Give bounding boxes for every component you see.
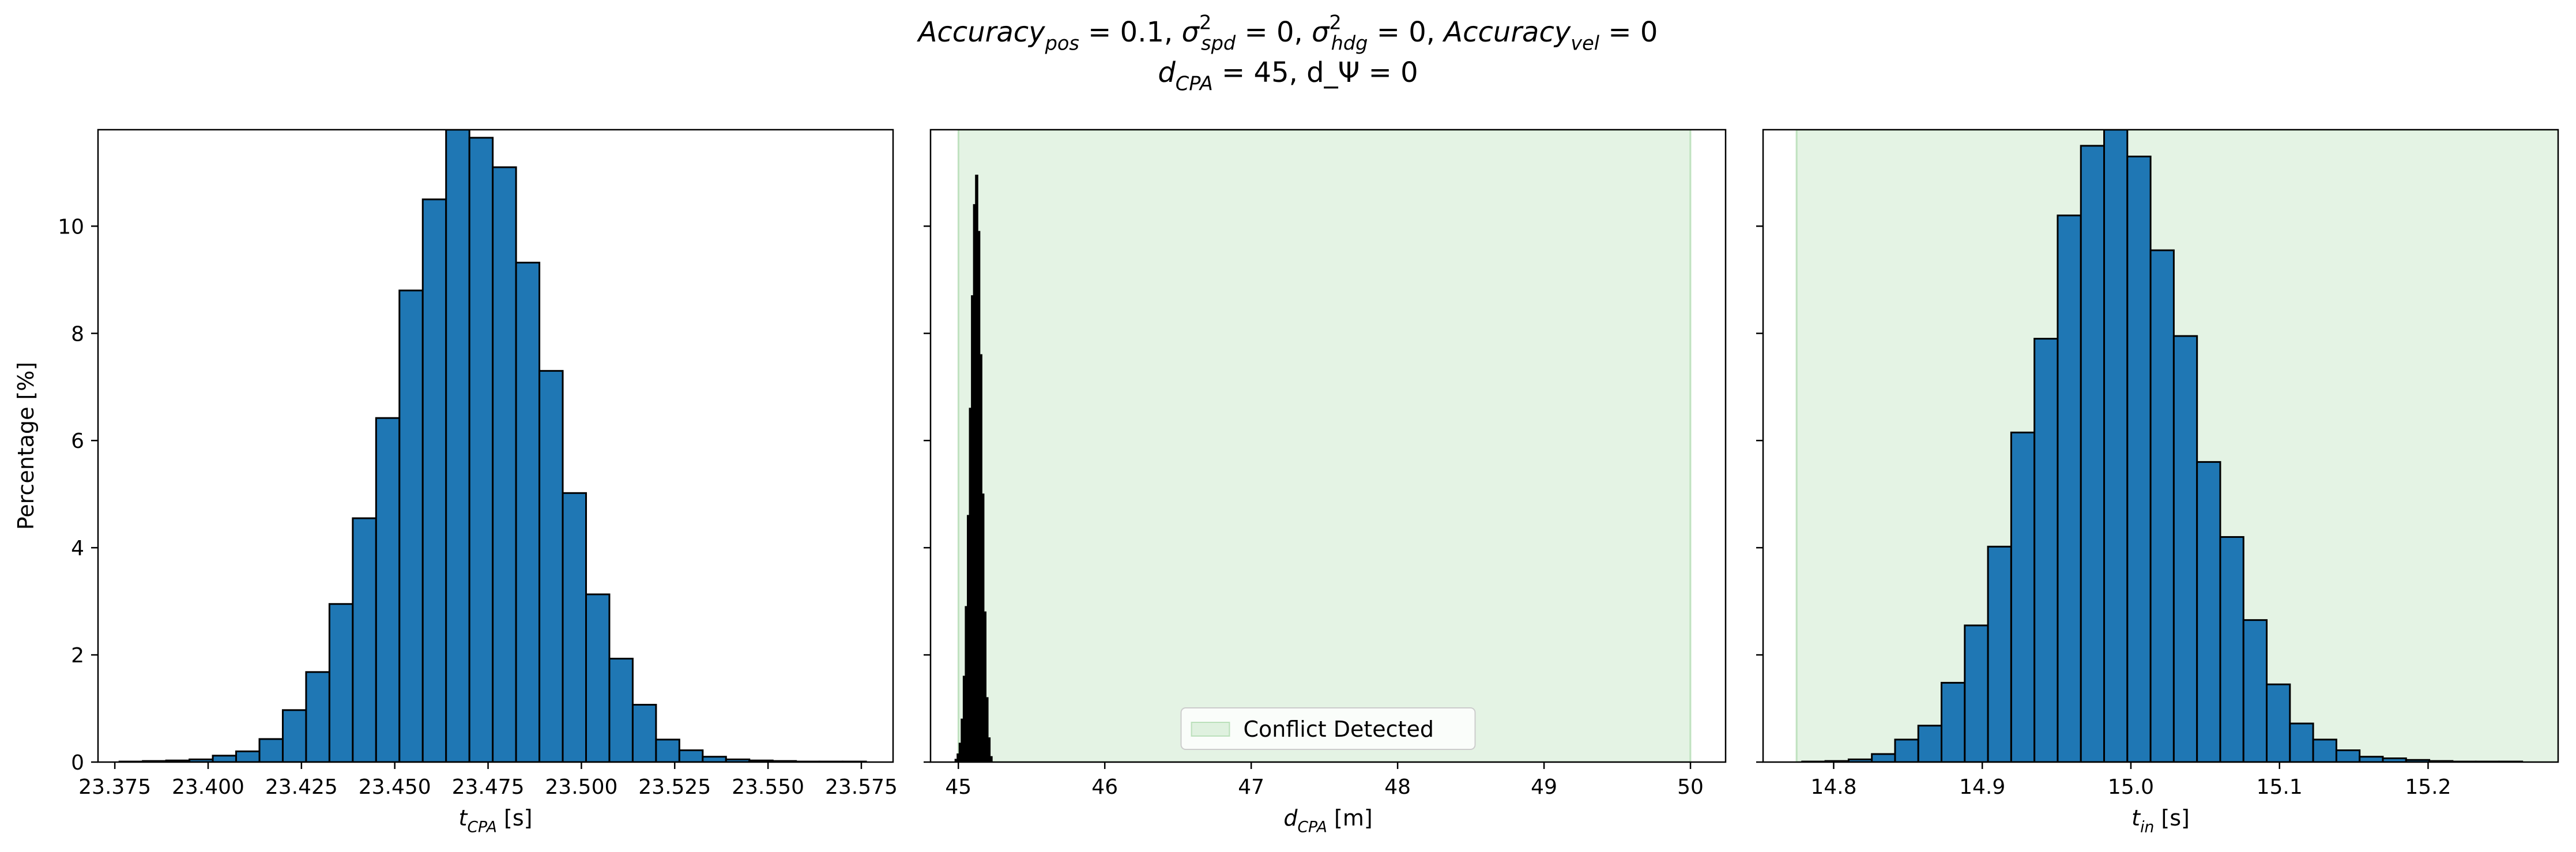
histogram-bar xyxy=(2266,683,2291,762)
x-tick-label: 23.500 xyxy=(545,775,617,799)
histogram-bar xyxy=(2103,130,2129,762)
plot-area xyxy=(954,130,1692,762)
y-tick-label: 0 xyxy=(71,751,84,775)
histogram-bar xyxy=(989,756,993,762)
histogram-bar xyxy=(445,130,470,762)
histogram-bar xyxy=(538,370,564,762)
histogram-bar xyxy=(631,704,657,762)
histogram-bar xyxy=(2242,619,2268,762)
x-axis-label: dCPA​ [m] xyxy=(1283,805,1372,836)
y-tick-label: 6 xyxy=(71,429,84,453)
histogram-bar xyxy=(1964,624,1989,762)
x-tick-label: 15.0 xyxy=(2108,775,2154,799)
histogram-bar xyxy=(2219,536,2244,762)
x-tick-label: 23.475 xyxy=(452,775,525,799)
x-tick-label: 15.2 xyxy=(2405,775,2451,799)
legend-swatch xyxy=(1191,722,1230,737)
panel-tin-histogram: 14.8 14.9 15.0 15.1 15.2 tin​ [s] xyxy=(1756,129,2559,836)
x-tick-label: 45 xyxy=(945,775,971,799)
plot-area xyxy=(1795,130,2558,762)
histogram-bar xyxy=(492,166,517,762)
histogram-bar xyxy=(1871,753,1896,762)
legend-label: Conflict Detected xyxy=(1244,717,1434,742)
x-tick-label: 14.9 xyxy=(1959,775,2005,799)
x-tick-label: 15.1 xyxy=(2257,775,2303,799)
x-tick-label: 23.375 xyxy=(78,775,151,799)
panel-tcpa-histogram: 23.375 23.400 23.425 23.450 23.475 23.500 23.5… xyxy=(13,129,898,836)
histogram-bar xyxy=(1987,545,2012,762)
histogram-bar xyxy=(258,738,284,762)
plot-area xyxy=(118,130,867,762)
histogram-bar xyxy=(655,738,680,762)
y-tick-label: 4 xyxy=(71,537,84,560)
histogram-bar xyxy=(1917,725,1943,762)
conflict-detected-region xyxy=(957,130,1692,762)
histogram-bar xyxy=(375,417,401,762)
histogram-bar xyxy=(398,289,424,762)
x-tick-label: 14.8 xyxy=(1810,775,1856,799)
x-tick-label: 23.425 xyxy=(265,775,338,799)
histogram-bar xyxy=(328,603,354,762)
histogram-bar xyxy=(352,517,377,762)
x-tick-label: 23.450 xyxy=(359,775,431,799)
histogram-bar xyxy=(281,709,307,762)
histogram-bar xyxy=(2312,738,2337,762)
x-tick-label: 47 xyxy=(1238,775,1264,799)
histogram-bar xyxy=(515,262,541,762)
histogram-bar xyxy=(2010,431,2036,762)
histogram-bar xyxy=(2196,461,2221,762)
histogram-bar xyxy=(305,671,330,762)
axes-frame xyxy=(929,129,1727,763)
axes-frame xyxy=(1762,129,2559,763)
figure-title-line-2: dCPA​ = 45, d_Ψ = 0 xyxy=(1158,56,1418,95)
histogram-bar xyxy=(678,749,704,762)
panel-dcpa-histogram: 45 46 47 48 49 50 dCPA​ [m] Conflict Detected xyxy=(924,129,1727,836)
histogram-bar xyxy=(585,593,611,762)
histogram-bar xyxy=(702,756,727,762)
x-tick-label: 23.550 xyxy=(732,775,804,799)
legend: Conflict Detected xyxy=(1180,707,1476,750)
histogram-bar xyxy=(235,750,261,762)
histogram-bar xyxy=(2335,749,2361,762)
axes-frame xyxy=(97,129,894,763)
x-tick-label: 48 xyxy=(1384,775,1411,799)
histogram-bar xyxy=(212,755,238,762)
x-tick-label: 23.525 xyxy=(638,775,711,799)
histogram-bar xyxy=(2033,338,2059,762)
histogram-bar xyxy=(2172,335,2198,762)
histogram-bar xyxy=(2126,155,2152,762)
histogram-bar xyxy=(1941,681,1966,762)
histogram-bar xyxy=(987,737,991,762)
x-tick-label: 50 xyxy=(1677,775,1704,799)
histogram-bar xyxy=(2289,722,2314,762)
histogram-bar xyxy=(983,611,986,762)
histogram-bar xyxy=(562,492,587,762)
y-tick-label: 10 xyxy=(58,215,84,239)
x-tick-label: 49 xyxy=(1531,775,1557,799)
y-axis-label: Percentage [%] xyxy=(13,362,39,530)
x-tick-label: 23.400 xyxy=(172,775,244,799)
x-tick-label: 46 xyxy=(1091,775,1118,799)
y-tick-label: 2 xyxy=(71,644,84,668)
x-axis-label: tCPA​ [s] xyxy=(459,805,533,836)
histogram-bar xyxy=(2149,249,2175,762)
histogram-bar xyxy=(2359,756,2384,762)
histogram-bar xyxy=(421,198,447,762)
histogram-bar xyxy=(1894,738,1919,762)
histogram-bar xyxy=(468,137,494,762)
x-tick-label: 23.575 xyxy=(825,775,898,799)
histogram-bar xyxy=(2057,214,2082,762)
histogram-bar xyxy=(608,658,634,762)
histogram-bar xyxy=(2080,145,2106,762)
y-tick-label: 8 xyxy=(71,322,84,346)
x-axis-label: tin​ [s] xyxy=(2131,805,2190,836)
